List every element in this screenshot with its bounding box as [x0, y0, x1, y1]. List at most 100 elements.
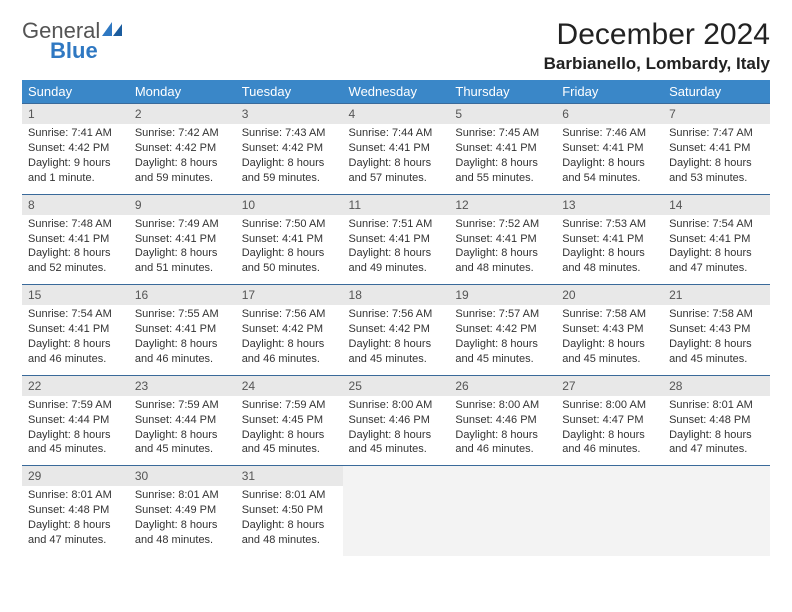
day-detail-cell: Sunrise: 7:57 AMSunset: 4:42 PMDaylight:… [449, 305, 556, 375]
sunrise-text: Sunrise: 7:53 AM [562, 217, 657, 232]
day-number-cell: 11 [343, 194, 450, 215]
daylight-text: Daylight: 8 hours [455, 246, 550, 261]
day-number-cell [663, 466, 770, 487]
daylight-text: Daylight: 8 hours [455, 156, 550, 171]
day-number-cell: 4 [343, 104, 450, 125]
daylight-text: Daylight: 8 hours [135, 246, 230, 261]
daylight-text: Daylight: 8 hours [669, 246, 764, 261]
daylight-text: and 49 minutes. [349, 261, 444, 276]
sunset-text: Sunset: 4:50 PM [242, 503, 337, 518]
day-number-cell: 20 [556, 285, 663, 306]
daylight-text: Daylight: 8 hours [562, 156, 657, 171]
sunrise-text: Sunrise: 8:00 AM [562, 398, 657, 413]
day-number-cell: 2 [129, 104, 236, 125]
sunrise-text: Sunrise: 7:59 AM [135, 398, 230, 413]
day-detail-cell: Sunrise: 7:54 AMSunset: 4:41 PMDaylight:… [22, 305, 129, 375]
day-detail-cell: Sunrise: 8:01 AMSunset: 4:48 PMDaylight:… [22, 486, 129, 555]
daylight-text: and 45 minutes. [669, 352, 764, 367]
daylight-text: and 48 minutes. [562, 261, 657, 276]
sunset-text: Sunset: 4:41 PM [455, 141, 550, 156]
daylight-text: and 50 minutes. [242, 261, 337, 276]
daylight-text: and 47 minutes. [669, 442, 764, 457]
day-detail-cell [663, 486, 770, 555]
sunrise-text: Sunrise: 7:54 AM [669, 217, 764, 232]
month-title: December 2024 [544, 18, 770, 52]
day-detail-cell: Sunrise: 7:58 AMSunset: 4:43 PMDaylight:… [556, 305, 663, 375]
day-detail-cell: Sunrise: 7:59 AMSunset: 4:44 PMDaylight:… [22, 396, 129, 466]
day-detail-cell: Sunrise: 7:42 AMSunset: 4:42 PMDaylight:… [129, 124, 236, 194]
day-number-cell: 1 [22, 104, 129, 125]
daylight-text: Daylight: 8 hours [28, 337, 123, 352]
day-number-cell: 17 [236, 285, 343, 306]
sunrise-text: Sunrise: 7:41 AM [28, 126, 123, 141]
day-number-cell [556, 466, 663, 487]
sunrise-text: Sunrise: 7:58 AM [669, 307, 764, 322]
location: Barbianello, Lombardy, Italy [544, 54, 770, 74]
daylight-text: Daylight: 8 hours [349, 156, 444, 171]
daylight-text: Daylight: 8 hours [349, 428, 444, 443]
daylight-text: and 55 minutes. [455, 171, 550, 186]
sunset-text: Sunset: 4:44 PM [28, 413, 123, 428]
sunrise-text: Sunrise: 7:58 AM [562, 307, 657, 322]
sunrise-text: Sunrise: 8:00 AM [349, 398, 444, 413]
header: General Blue December 2024 Barbianello, … [22, 18, 770, 74]
daynum-row: 15161718192021 [22, 285, 770, 306]
sunrise-text: Sunrise: 7:56 AM [349, 307, 444, 322]
sunset-text: Sunset: 4:49 PM [135, 503, 230, 518]
daylight-text: and 46 minutes. [455, 442, 550, 457]
daylight-text: and 1 minute. [28, 171, 123, 186]
sunrise-text: Sunrise: 8:01 AM [669, 398, 764, 413]
daylight-text: and 45 minutes. [455, 352, 550, 367]
day-detail-cell: Sunrise: 8:01 AMSunset: 4:48 PMDaylight:… [663, 396, 770, 466]
sunset-text: Sunset: 4:45 PM [242, 413, 337, 428]
detail-row: Sunrise: 8:01 AMSunset: 4:48 PMDaylight:… [22, 486, 770, 555]
sunrise-text: Sunrise: 8:01 AM [242, 488, 337, 503]
daylight-text: and 45 minutes. [135, 442, 230, 457]
day-number-cell: 8 [22, 194, 129, 215]
daylight-text: and 48 minutes. [242, 533, 337, 548]
day-number-cell: 10 [236, 194, 343, 215]
daylight-text: and 48 minutes. [135, 533, 230, 548]
sunrise-text: Sunrise: 8:00 AM [455, 398, 550, 413]
day-detail-cell: Sunrise: 7:47 AMSunset: 4:41 PMDaylight:… [663, 124, 770, 194]
daylight-text: and 59 minutes. [242, 171, 337, 186]
sunset-text: Sunset: 4:47 PM [562, 413, 657, 428]
daynum-row: 293031 [22, 466, 770, 487]
day-number-cell: 6 [556, 104, 663, 125]
weekday-header: Friday [556, 80, 663, 104]
calendar-table: Sunday Monday Tuesday Wednesday Thursday… [22, 80, 770, 556]
sunrise-text: Sunrise: 7:54 AM [28, 307, 123, 322]
day-number-cell: 15 [22, 285, 129, 306]
daylight-text: Daylight: 8 hours [135, 156, 230, 171]
daylight-text: and 59 minutes. [135, 171, 230, 186]
sunset-text: Sunset: 4:41 PM [349, 141, 444, 156]
sunset-text: Sunset: 4:41 PM [135, 232, 230, 247]
day-number-cell: 12 [449, 194, 556, 215]
detail-row: Sunrise: 7:59 AMSunset: 4:44 PMDaylight:… [22, 396, 770, 466]
weekday-header: Sunday [22, 80, 129, 104]
logo: General Blue [22, 18, 122, 64]
sunrise-text: Sunrise: 8:01 AM [135, 488, 230, 503]
sunset-text: Sunset: 4:43 PM [562, 322, 657, 337]
sunset-text: Sunset: 4:44 PM [135, 413, 230, 428]
sunset-text: Sunset: 4:48 PM [28, 503, 123, 518]
sunrise-text: Sunrise: 7:48 AM [28, 217, 123, 232]
day-detail-cell: Sunrise: 7:56 AMSunset: 4:42 PMDaylight:… [343, 305, 450, 375]
day-detail-cell: Sunrise: 8:01 AMSunset: 4:49 PMDaylight:… [129, 486, 236, 555]
day-number-cell: 16 [129, 285, 236, 306]
day-number-cell: 13 [556, 194, 663, 215]
day-detail-cell: Sunrise: 7:41 AMSunset: 4:42 PMDaylight:… [22, 124, 129, 194]
day-detail-cell: Sunrise: 8:01 AMSunset: 4:50 PMDaylight:… [236, 486, 343, 555]
daylight-text: Daylight: 8 hours [242, 156, 337, 171]
weekday-header: Tuesday [236, 80, 343, 104]
sunrise-text: Sunrise: 7:49 AM [135, 217, 230, 232]
sunset-text: Sunset: 4:42 PM [242, 141, 337, 156]
sunset-text: Sunset: 4:42 PM [455, 322, 550, 337]
day-number-cell [343, 466, 450, 487]
sunrise-text: Sunrise: 7:42 AM [135, 126, 230, 141]
daylight-text: Daylight: 8 hours [455, 428, 550, 443]
daynum-row: 22232425262728 [22, 375, 770, 396]
sunrise-text: Sunrise: 7:51 AM [349, 217, 444, 232]
sunset-text: Sunset: 4:46 PM [349, 413, 444, 428]
weekday-header: Wednesday [343, 80, 450, 104]
